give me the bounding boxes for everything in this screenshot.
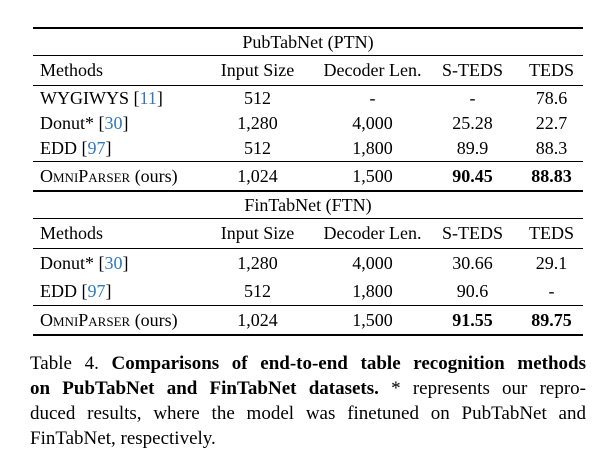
value-cell: 89.9 <box>456 138 489 158</box>
value-cell: 22.7 <box>535 113 568 133</box>
ours-row: OmniParser (ours) 1,024 1,500 90.45 88.83 <box>33 161 584 192</box>
column-header: S-TEDS <box>425 55 520 86</box>
value-cell: 89.75 <box>520 305 584 336</box>
dataset-title: FinTabNet (FTN) <box>33 191 584 219</box>
value-cell: 512 <box>244 138 271 158</box>
column-header: S-TEDS <box>425 218 520 249</box>
method-suffix: (ours) <box>130 310 178 330</box>
section-title-row: PubTabNet (PTN) <box>33 27 584 56</box>
table-row: WYGIWYS [11] 512 - - 78.6 <box>33 86 583 112</box>
column-header: Methods <box>33 55 195 86</box>
method-name: OmniParser <box>40 166 131 186</box>
value-cell: 1,500 <box>320 305 425 336</box>
value-cell: 88.3 <box>535 138 568 158</box>
table-4: PubTabNet (PTN) Methods Input Size Decoder … <box>33 27 584 336</box>
caption-bold-text: on PubTabNet and FinTabNet datasets. <box>30 378 379 399</box>
caption-text: FinTabNet, respectively. <box>30 428 216 449</box>
column-header: Decoder Len. <box>320 55 425 86</box>
column-header: TEDS <box>520 55 584 86</box>
caption-line: FinTabNet, respectively. <box>30 426 586 451</box>
value-cell: 29.1 <box>535 253 568 273</box>
method-cell: OmniParser (ours) <box>33 161 195 192</box>
value-cell: 1,800 <box>352 138 393 158</box>
caption-bold-text: Comparisons of end-to-end table recognit… <box>111 353 586 374</box>
column-header: Input Size <box>195 55 320 86</box>
citation-link[interactable]: 97 <box>87 138 106 158</box>
value-cell: 512 <box>244 281 271 301</box>
caption-text: duced results, where the model was finet… <box>30 403 586 424</box>
method-cell: EDD [97] <box>40 138 112 158</box>
method-suffix: (ours) <box>130 166 178 186</box>
caption-line: duced results, where the model was finet… <box>30 401 586 426</box>
value-cell: - <box>369 88 376 108</box>
method-cell: WYGIWYS [11] <box>40 88 163 108</box>
table-row: Donut* [30] 1,280 4,000 30.66 29.1 <box>33 249 583 278</box>
column-header: TEDS <box>520 218 584 249</box>
column-header-row: Methods Input Size Decoder Len. S-TEDS TEDS <box>33 218 584 249</box>
citation-link[interactable]: 97 <box>87 281 106 301</box>
column-header: Methods <box>33 218 195 249</box>
value-cell: 1,280 <box>237 113 278 133</box>
value-cell: 91.55 <box>425 305 520 336</box>
method-name: Donut* <box>40 253 94 273</box>
method-cell: OmniParser (ours) <box>33 305 195 336</box>
value-cell: 25.28 <box>452 113 493 133</box>
table-caption: Table 4. Comparisons of end-to-end table… <box>30 351 586 451</box>
dataset-section: PubTabNet (PTN) Methods Input Size Decoder … <box>33 27 584 192</box>
caption-line: Table 4. Comparisons of end-to-end table… <box>30 351 586 376</box>
value-cell: 90.6 <box>456 281 489 301</box>
caption-line: on PubTabNet and FinTabNet datasets. * r… <box>30 376 586 401</box>
method-name: EDD <box>40 281 77 301</box>
column-header: Input Size <box>195 218 320 249</box>
table-row: EDD [97] 512 1,800 90.6 - <box>33 277 583 306</box>
value-cell: 1,800 <box>352 281 393 301</box>
column-header: Decoder Len. <box>320 218 425 249</box>
table-row: EDD [97] 512 1,800 89.9 88.3 <box>33 136 583 162</box>
value-cell: 4,000 <box>352 113 393 133</box>
method-name: Donut* <box>40 113 94 133</box>
comparison-table: PubTabNet (PTN) Methods Input Size Decoder … <box>33 27 584 336</box>
value-cell: 78.6 <box>535 88 568 108</box>
value-cell: 30.66 <box>452 253 493 273</box>
value-cell: 90.45 <box>425 161 520 192</box>
ours-row: OmniParser (ours) 1,024 1,500 91.55 89.75 <box>33 305 584 336</box>
value-cell: - <box>548 281 555 301</box>
citation-link[interactable]: 30 <box>104 253 123 273</box>
value-cell: 1,280 <box>237 253 278 273</box>
column-header-row: Methods Input Size Decoder Len. S-TEDS TEDS <box>33 55 584 86</box>
value-cell: 1,024 <box>195 161 320 192</box>
dataset-title: PubTabNet (PTN) <box>33 27 584 56</box>
method-cell: EDD [97] <box>40 281 112 301</box>
dataset-section: FinTabNet (FTN) Methods Input Size Decoder … <box>33 191 584 336</box>
citation-link[interactable]: 30 <box>104 113 123 133</box>
method-name: EDD <box>40 138 77 158</box>
value-cell: 88.83 <box>520 161 584 192</box>
value-cell: 512 <box>244 88 271 108</box>
value-cell: 1,024 <box>195 305 320 336</box>
section-title-row: FinTabNet (FTN) <box>33 191 584 219</box>
value-cell: - <box>469 88 476 108</box>
citation-link[interactable]: 11 <box>139 88 157 108</box>
method-name: WYGIWYS <box>40 88 129 108</box>
method-cell: Donut* [30] <box>40 113 129 133</box>
table-row: Donut* [30] 1,280 4,000 25.28 22.7 <box>33 111 583 136</box>
value-cell: 1,500 <box>320 161 425 192</box>
caption-text: Table 4. <box>30 353 112 374</box>
value-cell: 4,000 <box>352 253 393 273</box>
method-cell: Donut* [30] <box>40 253 129 273</box>
method-name: OmniParser <box>40 310 131 330</box>
caption-text: * represents our repro- <box>378 378 586 399</box>
